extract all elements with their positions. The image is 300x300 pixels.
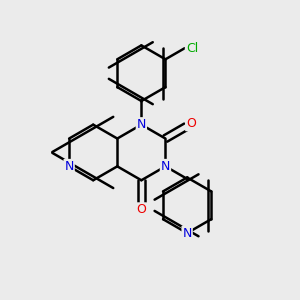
Text: N: N [64,160,74,173]
Text: N: N [137,118,146,131]
Text: N: N [182,226,192,240]
Text: O: O [186,117,196,130]
Text: O: O [136,203,146,216]
Text: N: N [161,160,170,173]
Text: Cl: Cl [186,42,198,55]
